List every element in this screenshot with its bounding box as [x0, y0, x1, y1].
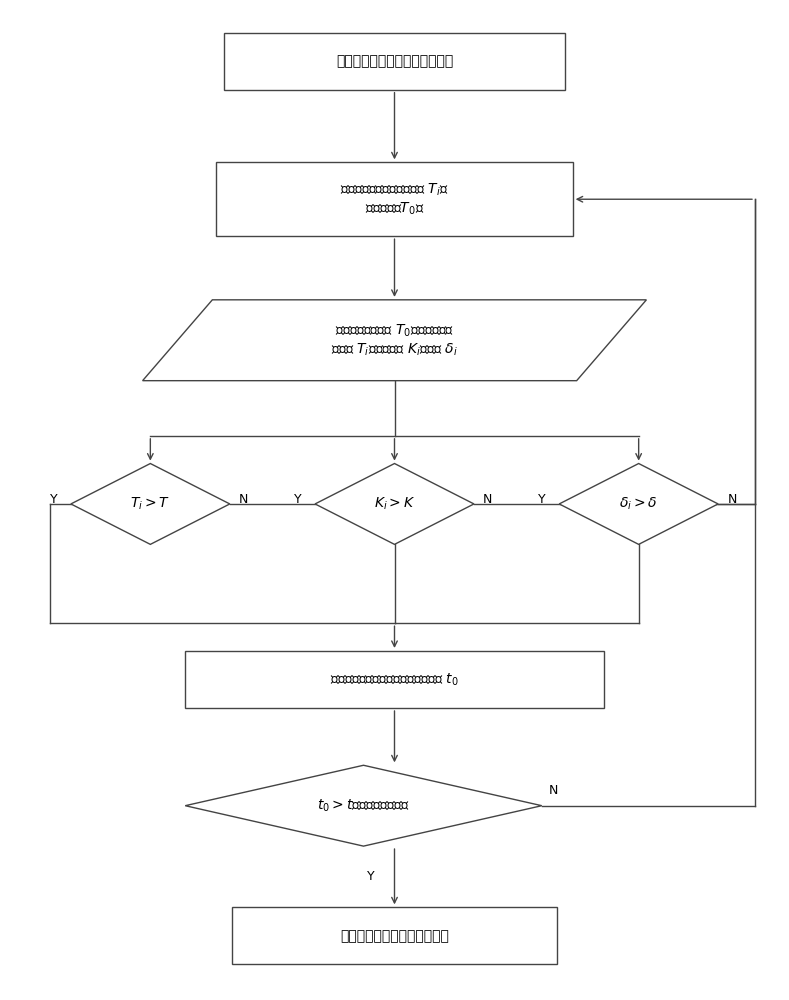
Text: 启动基于温度、温升监测的保护: 启动基于温度、温升监测的保护	[336, 54, 453, 68]
Text: $\delta_i > \delta$: $\delta_i > \delta$	[619, 496, 658, 512]
Text: $K_i>K$: $K_i>K$	[374, 496, 415, 512]
Polygon shape	[143, 300, 646, 381]
Polygon shape	[71, 464, 230, 544]
Text: $t_0>t$，且断路器在合位: $t_0>t$，且断路器在合位	[317, 797, 409, 814]
FancyBboxPatch shape	[232, 907, 557, 964]
Text: Y: Y	[294, 493, 302, 506]
Polygon shape	[315, 464, 474, 544]
Polygon shape	[559, 464, 718, 544]
FancyBboxPatch shape	[216, 162, 573, 236]
Text: 发出异常情况报警，并记录持续时间 $t_0$: 发出异常情况报警，并记录持续时间 $t_0$	[330, 671, 459, 688]
FancyBboxPatch shape	[185, 651, 604, 708]
Polygon shape	[185, 765, 542, 846]
FancyBboxPatch shape	[224, 33, 565, 90]
Text: 获得环境温度数据 $T_0$，各包封最热
点温度 $T_i$、温升数据 $K_i$，偏差 $\delta_i$: 获得环境温度数据 $T_0$，各包封最热 点温度 $T_i$、温升数据 $K_i…	[331, 323, 458, 358]
Text: Y: Y	[368, 870, 375, 883]
Text: 发出断路器跳闸信号，并复归: 发出断路器跳闸信号，并复归	[340, 929, 449, 943]
Text: 监测各包封最热点温度数据 $T_i$、
环境温度（$T_0$）: 监测各包封最热点温度数据 $T_i$、 环境温度（$T_0$）	[340, 182, 449, 217]
Text: $T_i>T$: $T_i>T$	[130, 496, 170, 512]
Text: N: N	[239, 493, 249, 506]
Text: Y: Y	[50, 493, 58, 506]
Text: Y: Y	[538, 493, 546, 506]
Text: N: N	[727, 493, 737, 506]
Text: N: N	[548, 784, 558, 797]
Text: N: N	[483, 493, 492, 506]
